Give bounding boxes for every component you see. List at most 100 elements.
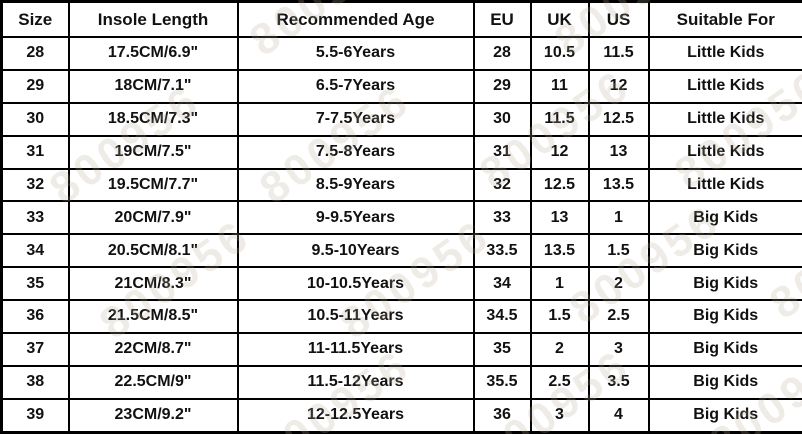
cell-us: 12.5 xyxy=(587,101,650,137)
cell-uk: 12.5 xyxy=(529,167,590,203)
cell-suitable-for: Little Kids xyxy=(647,68,802,104)
cell-uk: 1.5 xyxy=(529,299,590,334)
column-header-size: Size xyxy=(0,0,70,38)
cell-us: 3.5 xyxy=(587,364,650,400)
cell-us: 13 xyxy=(587,134,650,170)
table-row: 31 19CM/7.5" 7.5-8Years 31 12 13 Little … xyxy=(0,134,802,170)
cell-eu: 34 xyxy=(472,266,532,301)
cell-suitable-for: Big Kids xyxy=(647,299,802,334)
cell-recommended-age: 7-7.5Years xyxy=(236,101,475,137)
cell-us: 2.5 xyxy=(587,299,650,334)
cell-recommended-age: 9-9.5Years xyxy=(236,200,475,236)
cell-suitable-for: Big Kids xyxy=(647,200,802,236)
cell-eu: 28 xyxy=(472,36,532,71)
cell-eu: 31 xyxy=(472,134,532,170)
cell-recommended-age: 6.5-7Years xyxy=(236,68,475,104)
cell-us: 13.5 xyxy=(587,167,650,203)
cell-uk: 11.5 xyxy=(529,101,590,137)
cell-uk: 10.5 xyxy=(529,36,590,71)
cell-uk: 11 xyxy=(529,68,590,104)
cell-insole-length: 20CM/7.9" xyxy=(67,200,239,236)
table-row: 34 20.5CM/8.1" 9.5-10Years 33.5 13.5 1.5… xyxy=(0,233,802,269)
table-row: 30 18.5CM/7.3" 7-7.5Years 30 11.5 12.5 L… xyxy=(0,101,802,137)
cell-us: 2 xyxy=(587,266,650,301)
column-header-uk: UK xyxy=(529,0,590,38)
cell-insole-length: 20.5CM/8.1" xyxy=(67,233,239,269)
cell-size: 30 xyxy=(0,101,70,137)
cell-suitable-for: Little Kids xyxy=(647,167,802,203)
table-row: 39 23CM/9.2" 12-12.5Years 36 3 4 Big Kid… xyxy=(0,397,802,434)
cell-suitable-for: Big Kids xyxy=(647,266,802,301)
cell-eu: 30 xyxy=(472,101,532,137)
column-header-us: US xyxy=(587,0,650,38)
cell-eu: 33.5 xyxy=(472,233,532,269)
cell-eu: 35.5 xyxy=(472,364,532,400)
cell-uk: 1 xyxy=(529,266,590,301)
cell-size: 31 xyxy=(0,134,70,170)
cell-uk: 2 xyxy=(529,331,590,367)
column-header-insole-length: Insole Length xyxy=(67,0,239,38)
cell-insole-length: 17.5CM/6.9" xyxy=(67,36,239,71)
cell-suitable-for: Little Kids xyxy=(647,36,802,71)
cell-size: 37 xyxy=(0,331,70,367)
cell-size: 29 xyxy=(0,68,70,104)
cell-recommended-age: 5.5-6Years xyxy=(236,36,475,71)
cell-size: 32 xyxy=(0,167,70,203)
table-header-row: Size Insole Length Recommended Age EU UK… xyxy=(0,0,802,38)
cell-insole-length: 19CM/7.5" xyxy=(67,134,239,170)
cell-us: 4 xyxy=(587,397,650,434)
table-row: 37 22CM/8.7" 11-11.5Years 35 2 3 Big Kid… xyxy=(0,331,802,367)
cell-suitable-for: Big Kids xyxy=(647,397,802,434)
cell-eu: 36 xyxy=(472,397,532,434)
cell-suitable-for: Little Kids xyxy=(647,101,802,137)
cell-us: 1 xyxy=(587,200,650,236)
column-header-suitable-for: Suitable For xyxy=(647,0,802,38)
cell-insole-length: 23CM/9.2" xyxy=(67,397,239,434)
table-row: 33 20CM/7.9" 9-9.5Years 33 13 1 Big Kids xyxy=(0,200,802,236)
cell-recommended-age: 8.5-9Years xyxy=(236,167,475,203)
cell-eu: 33 xyxy=(472,200,532,236)
cell-uk: 13 xyxy=(529,200,590,236)
table-row: 35 21CM/8.3" 10-10.5Years 34 1 2 Big Kid… xyxy=(0,266,802,301)
cell-recommended-age: 12-12.5Years xyxy=(236,397,475,434)
cell-eu: 29 xyxy=(472,68,532,104)
cell-insole-length: 22.5CM/9" xyxy=(67,364,239,400)
cell-recommended-age: 11.5-12Years xyxy=(236,364,475,400)
table-row: 29 18CM/7.1" 6.5-7Years 29 11 12 Little … xyxy=(0,68,802,104)
cell-uk: 3 xyxy=(529,397,590,434)
cell-eu: 34.5 xyxy=(472,299,532,334)
table-row: 28 17.5CM/6.9" 5.5-6Years 28 10.5 11.5 L… xyxy=(0,36,802,71)
cell-uk: 12 xyxy=(529,134,590,170)
cell-eu: 35 xyxy=(472,331,532,367)
cell-size: 38 xyxy=(0,364,70,400)
cell-size: 28 xyxy=(0,36,70,71)
cell-size: 35 xyxy=(0,266,70,301)
cell-suitable-for: Little Kids xyxy=(647,134,802,170)
cell-insole-length: 22CM/8.7" xyxy=(67,331,239,367)
cell-us: 1.5 xyxy=(587,233,650,269)
cell-eu: 32 xyxy=(472,167,532,203)
cell-insole-length: 19.5CM/7.7" xyxy=(67,167,239,203)
cell-recommended-age: 7.5-8Years xyxy=(236,134,475,170)
column-header-eu: EU xyxy=(472,0,532,38)
cell-insole-length: 18.5CM/7.3" xyxy=(67,101,239,137)
cell-insole-length: 18CM/7.1" xyxy=(67,68,239,104)
cell-suitable-for: Big Kids xyxy=(647,331,802,367)
cell-recommended-age: 10-10.5Years xyxy=(236,266,475,301)
cell-size: 39 xyxy=(0,397,70,434)
table-row: 38 22.5CM/9" 11.5-12Years 35.5 2.5 3.5 B… xyxy=(0,364,802,400)
cell-insole-length: 21.5CM/8.5" xyxy=(67,299,239,334)
cell-uk: 13.5 xyxy=(529,233,590,269)
cell-us: 3 xyxy=(587,331,650,367)
cell-uk: 2.5 xyxy=(529,364,590,400)
cell-size: 36 xyxy=(0,299,70,334)
cell-recommended-age: 10.5-11Years xyxy=(236,299,475,334)
table-row: 32 19.5CM/7.7" 8.5-9Years 32 12.5 13.5 L… xyxy=(0,167,802,203)
cell-insole-length: 21CM/8.3" xyxy=(67,266,239,301)
cell-us: 12 xyxy=(587,68,650,104)
table-row: 36 21.5CM/8.5" 10.5-11Years 34.5 1.5 2.5… xyxy=(0,299,802,334)
cell-size: 34 xyxy=(0,233,70,269)
cell-recommended-age: 9.5-10Years xyxy=(236,233,475,269)
cell-recommended-age: 11-11.5Years xyxy=(236,331,475,367)
